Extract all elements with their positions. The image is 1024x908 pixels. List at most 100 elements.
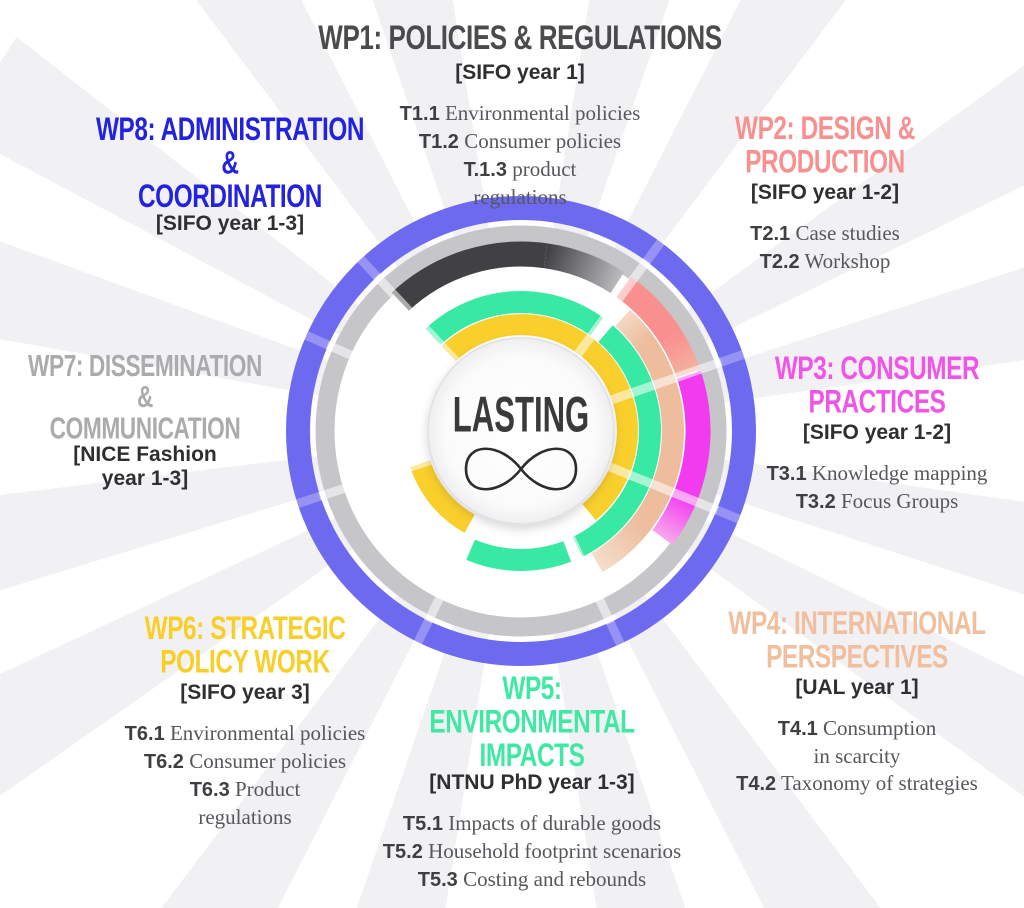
center-circle (427, 337, 615, 525)
task-number: T5.2 (382, 841, 423, 864)
task-T5.2: T5.2 Household footprint scenarios (352, 838, 712, 866)
arc-wp3-consumer (673, 370, 711, 502)
task-T.1.3: T.1.3 product regulations (270, 156, 770, 211)
task-T3.1: T3.1 Knowledge mapping (730, 460, 1024, 488)
task-T4.2: T4.2 Taxonomy of strategies (690, 770, 1024, 798)
task-T1.2: T1.2 Consumer policies (270, 128, 770, 156)
wp5-tasks: T5.1 Impacts of durable goods T5.2 Househ… (352, 810, 712, 894)
task-T5.1: T5.1 Impacts of durable goods (352, 810, 712, 838)
wedge-shadow (372, 0, 491, 247)
wedge-shadow (0, 513, 362, 796)
wedge-shadow (0, 241, 338, 398)
sector-spoke (643, 235, 668, 264)
sector-spoke (299, 329, 330, 349)
arc-wp4-international (591, 517, 650, 573)
task-text: Household footprint scenarios (422, 839, 682, 864)
wp3-block: WP3: CONSUMER PRACTICES [SIFO year 1-2] … (730, 352, 1024, 516)
wp6-block: WP6: STRATEGIC POLICY WORK [SIFO year 3]… (80, 612, 410, 831)
task-text: Case studies (790, 221, 900, 246)
task-text: Focus Groups (835, 489, 959, 514)
sector-spoke (606, 357, 723, 406)
task-text: product regulations (473, 157, 577, 210)
task-text: Environmental policies (164, 721, 366, 746)
arc-wp1-policies (543, 243, 625, 294)
wp2-block: WP2: DESIGN & PRODUCTION [SIFO year 1-2]… (660, 112, 990, 276)
wedge-shadow (609, 0, 846, 276)
wp7-org: [NICE Fashion year 1-3] (73, 443, 217, 491)
task-T3.2: T3.2 Focus Groups (730, 488, 1024, 516)
wp1-block: WP1: POLICIES & REGULATIONS [SIFO year 1… (270, 19, 770, 211)
wp7-title: WP7: DISSEMINATION & COMMUNICATION (28, 348, 262, 446)
sector-spoke (291, 492, 321, 510)
task-number: T2.1 (750, 223, 791, 246)
task-T6.1: T6.1 Environmental policies (80, 720, 410, 748)
wp2-tasks: T2.1 Case studies T2.2 Workshop (660, 220, 990, 276)
arc-wp2-design (660, 330, 701, 378)
task-number: T3.1 (766, 463, 807, 486)
task-T2.1: T2.1 Case studies (660, 220, 990, 248)
arc-wp5-environmental (572, 325, 661, 557)
wp2-title: WP2: DESIGN & PRODUCTION (735, 110, 915, 181)
wedge-shadow (196, 0, 433, 276)
task-text: Taxonomy of strategies (776, 771, 978, 796)
project-title: LASTING (452, 386, 590, 443)
task-text: Impacts of durable goods (442, 811, 662, 836)
wp8-org: [SIFO year 1-3] (155, 212, 305, 236)
wedge-shadow (706, 458, 1024, 595)
wedge-shadow (678, 65, 1024, 346)
sector-spoke (325, 340, 439, 398)
wedge-shadow (0, 454, 335, 591)
task-text: Consumer policies (183, 749, 347, 774)
task-number: T6.2 (143, 751, 184, 774)
wedge-shadow (356, 615, 491, 908)
wp6-tasks: T6.1 Environmental policies T6.2 Consumer… (80, 720, 410, 831)
task-T2.2: T2.2 Workshop (660, 248, 990, 276)
task-text: Workshop (799, 249, 891, 274)
wp5-block: WP5: ENVIRONMENTAL IMPACTS [NTNU PhD yea… (352, 672, 712, 894)
sector-spoke (373, 272, 462, 367)
arc-wp4-international (615, 309, 653, 349)
wp1-org: [SIFO year 1] (455, 61, 585, 85)
task-T1.1: T1.1 Environmental policies (270, 100, 770, 128)
sector-spoke (719, 348, 750, 367)
sector-spoke (572, 257, 651, 360)
wp4-org: [UAL year 1] (795, 676, 919, 700)
sector-spoke (411, 619, 433, 649)
task-number: T2.2 (759, 251, 800, 274)
wp3-title: WP3: CONSUMER PRACTICES (774, 350, 980, 421)
task-number: T5.3 (417, 869, 458, 892)
wedge-shadow (0, 37, 368, 340)
task-number: T4.1 (777, 718, 818, 741)
wp8-title: WP8: ADMINISTRATION & COORDINATION (95, 111, 365, 216)
ring-wp7-dissemination (315, 225, 727, 637)
task-number: T6.3 (189, 779, 230, 802)
sector-spoke (604, 461, 720, 515)
task-text: Product regulations (198, 777, 301, 830)
sector-spoke (606, 621, 627, 651)
sector-spoke (555, 512, 615, 626)
task-number: T1.2 (418, 131, 459, 154)
task-text: Costing and rebounds (457, 867, 647, 892)
task-text: Consumer policies (458, 129, 622, 154)
task-number: T3.2 (795, 491, 836, 514)
wedge-shadow (706, 267, 1024, 404)
task-text: Consumption in scarcity (813, 716, 937, 769)
sector-spoke (424, 511, 485, 624)
sector-spoke (354, 252, 380, 280)
wp1-tasks: T1.1 Environmental policies T1.2 Consumer… (270, 100, 770, 211)
ring-wp8-administration (286, 196, 756, 666)
wedge-shadow (609, 586, 881, 908)
arc-wp1-policies (391, 241, 548, 311)
wp7-block: WP7: DISSEMINATION & COMMUNICATION [NICE… (0, 350, 290, 506)
task-number: T5.1 (402, 813, 443, 836)
wp4-title: WP4: INTERNATIONAL PERSPECTIVES (728, 605, 986, 676)
sector-spoke (317, 455, 435, 501)
arc-wp4-international (632, 335, 684, 532)
wp4-tasks: T4.1 Consumption in scarcity T4.2 Taxonom… (690, 715, 1024, 798)
wedge-shadow (678, 516, 1024, 797)
wedge-shadow (161, 586, 433, 908)
wp6-title: WP6: STRATEGIC POLICY WORK (144, 610, 346, 681)
wedge-shadow (551, 0, 670, 247)
wp3-tasks: T3.1 Knowledge mapping T3.2 Focus Groups (730, 460, 1024, 516)
